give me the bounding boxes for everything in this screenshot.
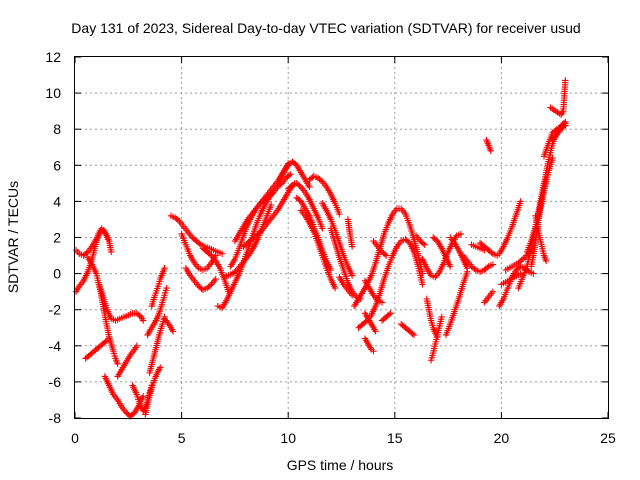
data-point [487, 147, 494, 155]
y-tick-label: -8 [49, 410, 62, 426]
data-point [133, 342, 141, 349]
data-point [383, 252, 390, 259]
data-point [174, 216, 182, 224]
data-point [102, 338, 109, 345]
data-point [331, 284, 339, 292]
data-point [464, 264, 471, 272]
data-point [157, 364, 164, 371]
x-tick-label: 25 [600, 430, 616, 446]
x-tick-label: 20 [494, 430, 510, 446]
data-point [104, 236, 112, 243]
data-point [232, 267, 239, 275]
x-tick-label: 5 [178, 430, 186, 446]
y-tick-label: -4 [49, 338, 62, 354]
data-point [370, 348, 377, 355]
data-point [517, 198, 524, 205]
data-points [72, 77, 569, 420]
data-point [385, 311, 393, 318]
grid-lines [75, 57, 608, 418]
data-point [562, 77, 569, 84]
y-tick-label: 12 [45, 49, 61, 65]
data-point [372, 328, 379, 335]
data-point [140, 393, 147, 400]
x-tick-label: 15 [387, 430, 403, 446]
data-point [105, 335, 113, 342]
data-point [471, 265, 478, 272]
data-point [163, 284, 170, 292]
data-point [378, 299, 386, 306]
data-point [317, 177, 325, 184]
data-point [483, 264, 491, 271]
data-point [409, 330, 416, 337]
data-point [287, 171, 294, 178]
y-tick-label: -2 [49, 302, 62, 318]
data-point [542, 257, 550, 265]
y-tick-label: 4 [53, 193, 61, 209]
data-point [530, 270, 537, 277]
data-point [387, 310, 394, 317]
data-point [108, 248, 115, 256]
data-point [419, 281, 426, 288]
data-point [517, 270, 524, 277]
data-point [488, 249, 495, 256]
data-point [348, 292, 356, 299]
data-point [542, 176, 550, 183]
data-point [287, 183, 295, 190]
data-point [549, 154, 556, 162]
data-point [319, 225, 326, 232]
data-point [267, 201, 275, 209]
data-point [161, 264, 168, 272]
data-point [421, 241, 428, 248]
data-point [457, 230, 465, 238]
data-point [218, 250, 226, 257]
data-point [212, 275, 219, 283]
data-point [336, 210, 343, 218]
data-point [438, 313, 445, 321]
chart-title: Day 131 of 2023, Sidereal Day-to-day VTE… [71, 20, 580, 36]
y-tick-label: 2 [53, 230, 61, 246]
data-point [206, 251, 214, 258]
plot-frame [74, 56, 609, 419]
data-point [306, 183, 313, 191]
data-point [114, 360, 121, 368]
y-axis-label: SDTVAR / TECUs [5, 181, 21, 293]
data-point [169, 328, 177, 335]
data-point [285, 172, 293, 179]
x-tick-label: 10 [280, 430, 296, 446]
data-point [381, 251, 389, 258]
data-point [489, 288, 497, 295]
x-tick-label: 0 [71, 430, 79, 446]
data-point [206, 282, 214, 289]
data-point [562, 120, 569, 127]
data-point [410, 331, 418, 339]
data-point [447, 263, 454, 270]
data-point [268, 190, 276, 197]
y-tick-label: 8 [53, 121, 61, 137]
y-tick-label: 10 [45, 85, 61, 101]
data-point [277, 181, 284, 188]
x-axis-label: GPS time / hours [287, 457, 394, 473]
data-point [255, 230, 263, 237]
y-tick-label: -6 [49, 374, 62, 390]
data-point [296, 182, 303, 189]
data-point [140, 317, 147, 324]
data-point [420, 240, 427, 247]
data-point [83, 249, 90, 257]
y-tick-label: 6 [53, 157, 61, 173]
data-point [196, 240, 203, 247]
data-point [489, 261, 497, 268]
y-tick-label: 0 [53, 266, 61, 282]
data-point [348, 272, 356, 279]
data-point [348, 243, 356, 250]
